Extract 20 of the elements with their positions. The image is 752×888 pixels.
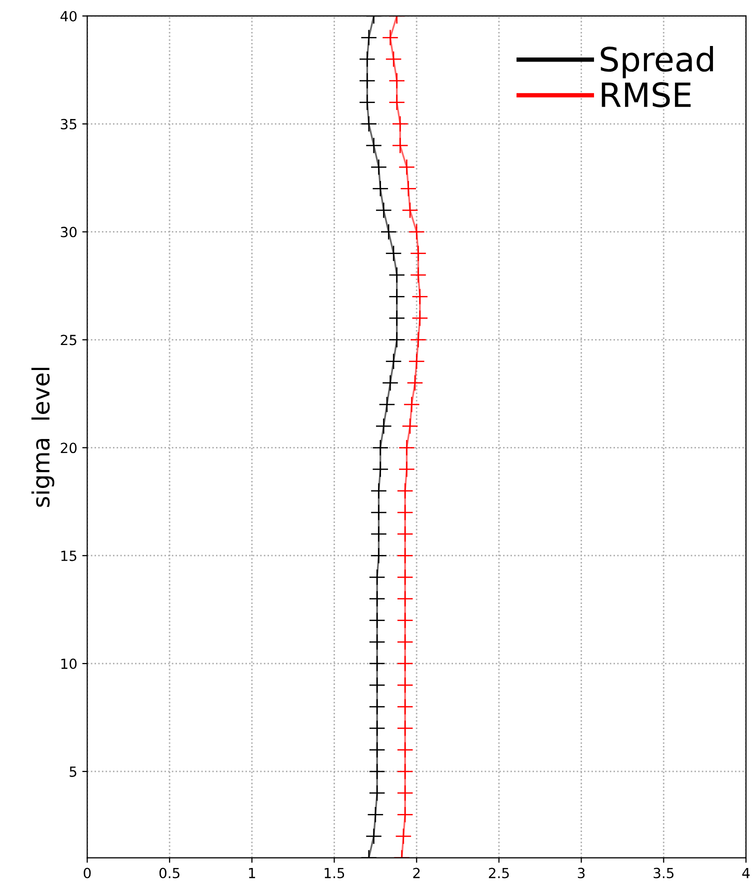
y-tick-label: 20 [60, 442, 77, 454]
x-tick-label: 2.5 [488, 868, 509, 878]
x-tick-label: 0.5 [159, 868, 180, 878]
y-axis-title: sigma level [31, 368, 54, 507]
x-tick-label: 0 [84, 868, 91, 878]
y-tick-label: 40 [60, 10, 77, 22]
y-tick-label: 15 [61, 550, 76, 562]
legend-label: Spread [600, 46, 713, 78]
x-tick-label: 3.5 [654, 868, 674, 878]
y-tick-label: 5 [70, 766, 76, 777]
x-tick-label: 4 [742, 868, 750, 878]
x-tick-label: 2 [413, 868, 420, 878]
y-tick-label: 10 [61, 658, 77, 670]
y-tick-label: 30 [60, 226, 77, 238]
x-tick-label: 3 [578, 868, 585, 878]
legend-label: RMSE [602, 82, 691, 108]
x-tick-label: 1.5 [324, 868, 344, 878]
x-tick-label: 1 [249, 868, 256, 878]
y-tick-label: 25 [60, 334, 76, 346]
y-tick-label: 35 [60, 118, 76, 130]
